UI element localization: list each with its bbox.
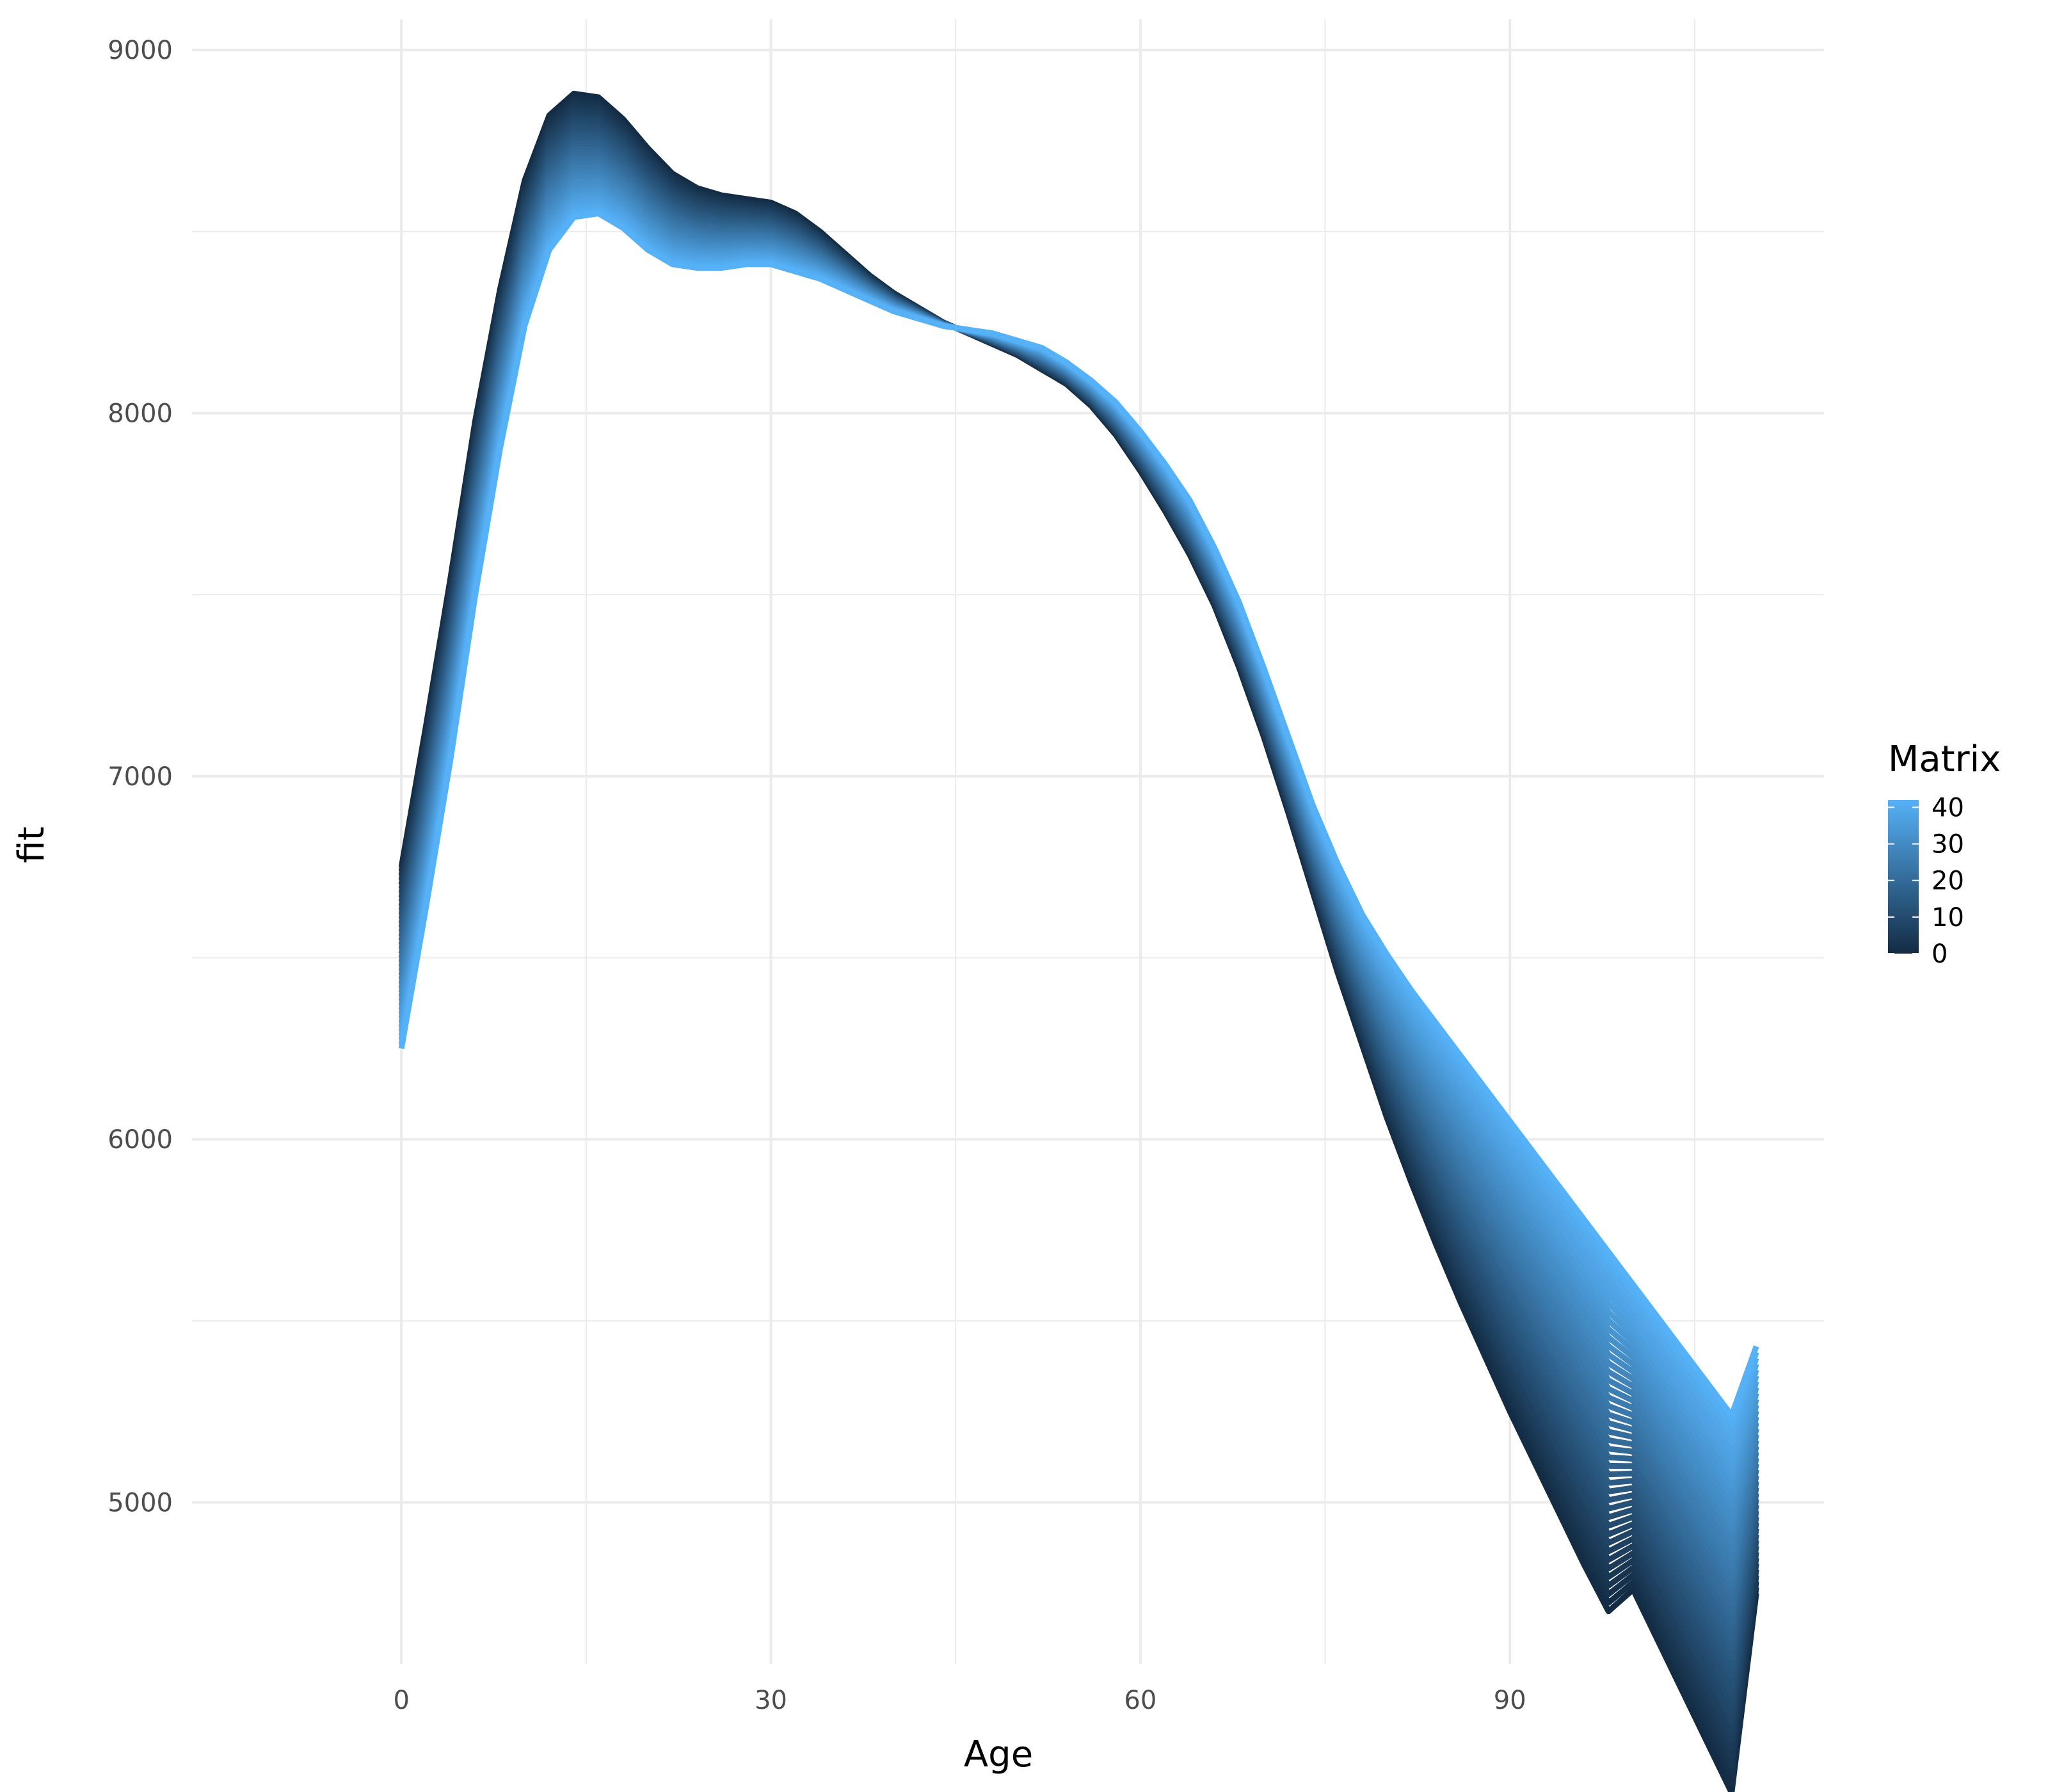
y-tick-label: 9000 — [108, 36, 173, 65]
x-tick-label: 30 — [755, 1686, 787, 1715]
matrix-line — [398, 99, 1759, 1769]
x-tick-label: 60 — [1124, 1686, 1156, 1715]
x-axis-title: Age — [964, 1734, 1033, 1775]
y-tick-label: 8000 — [108, 399, 173, 429]
legend-title: Matrix — [1888, 739, 2001, 780]
y-axis-title: fit — [11, 826, 52, 863]
legend-tick-label: 40 — [1932, 793, 1964, 822]
x-tick-label: 0 — [393, 1686, 409, 1715]
legend-tick-label: 0 — [1932, 940, 1948, 969]
matrix-line — [398, 102, 1759, 1760]
legend-tick-label: 10 — [1932, 903, 1964, 932]
matrix-line — [398, 211, 1759, 1418]
y-tick-label: 6000 — [108, 1125, 173, 1155]
y-tick-label: 7000 — [108, 762, 173, 792]
x-tick-label: 90 — [1494, 1686, 1526, 1715]
tick-labels: 0 30 60 90 5000 6000 7000 8000 9000 — [108, 36, 1526, 1715]
legend-tick-label: 20 — [1932, 867, 1964, 896]
y-tick-label: 5000 — [108, 1489, 173, 1518]
legend: Matrix 0 10 20 30 40 — [1888, 739, 2001, 969]
legend-ticks: 0 10 20 30 40 — [1888, 793, 1964, 969]
legend-tick-label: 30 — [1932, 830, 1964, 860]
fit-band — [398, 90, 1759, 1792]
matrix-line — [398, 97, 1759, 1778]
matrix-line — [398, 90, 1759, 1792]
matrix-line — [398, 93, 1759, 1787]
legend-colorbar — [1888, 800, 1919, 954]
